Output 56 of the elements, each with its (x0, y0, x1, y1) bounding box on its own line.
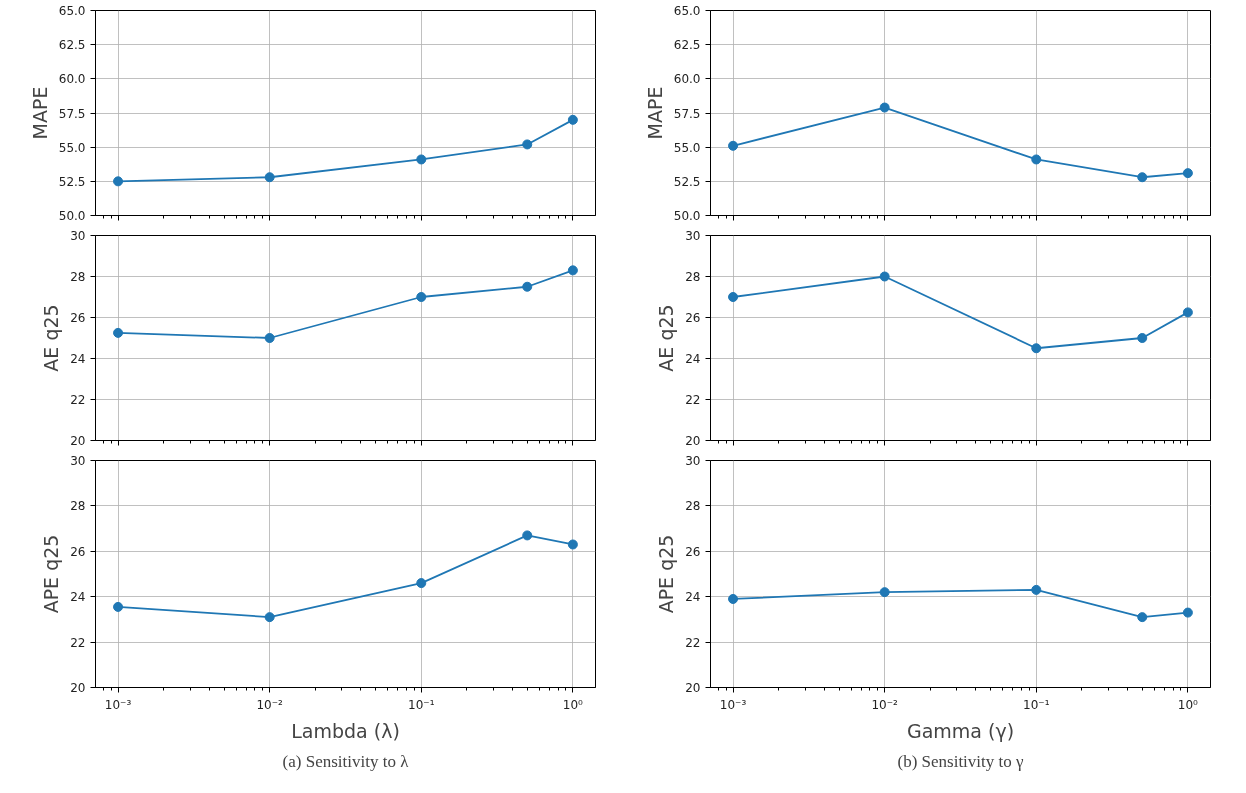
x-tick-label: 10⁰ (562, 697, 584, 712)
y-tick-label: 50.0 (673, 209, 701, 223)
y-tick-label: 26 (70, 311, 86, 325)
y-tick-label: 62.5 (673, 38, 701, 53)
y-tick-label: 26 (685, 311, 701, 325)
y-tick-label: 26 (685, 544, 701, 559)
y-tick-label: 20 (70, 681, 86, 695)
y-tick-label: 20 (685, 681, 701, 695)
x-axis-title: Lambda (λ) (291, 719, 400, 742)
y-tick-label: 24 (685, 590, 701, 605)
y-tick-label: 65.0 (58, 4, 86, 18)
y-axis-title: MAPE (643, 86, 666, 140)
y-tick-label: 55.0 (58, 140, 86, 155)
y-axis-title: MAPE (28, 86, 51, 140)
y-tick-label: 30 (70, 454, 86, 468)
y-tick-label: 24 (70, 352, 86, 366)
y-tick-label: 55.0 (673, 140, 701, 155)
x-axis-title: Gamma (γ) (906, 719, 1015, 742)
y-axis-title: APE q25 (655, 534, 678, 614)
y-tick-label: 60.0 (58, 72, 86, 87)
x-tick-label: 10⁻¹ (1023, 697, 1050, 712)
y-axis-title: AE q25 (655, 304, 678, 372)
y-tick-label: 22 (685, 635, 701, 650)
y-tick-label: 65.0 (673, 4, 701, 18)
y-tick-label: 52.5 (58, 174, 86, 189)
y-tick-label: 22 (70, 393, 86, 407)
y-tick-label: 57.5 (58, 106, 86, 121)
x-tick-label: 10⁻¹ (408, 697, 435, 712)
y-tick-label: 22 (685, 393, 701, 407)
y-tick-label: 28 (685, 270, 701, 284)
y-tick-label: 20 (70, 434, 86, 448)
y-tick-label: 57.5 (673, 106, 701, 121)
y-tick-label: 28 (70, 270, 86, 284)
y-tick-label: 30 (70, 229, 86, 243)
y-tick-label: 52.5 (673, 174, 701, 189)
text: (a) Sensitivity to λ (282, 751, 410, 771)
y-tick-label: 20 (685, 434, 701, 448)
x-tick-label: 10⁻² (871, 697, 899, 712)
y-tick-label: 50.0 (58, 209, 86, 223)
x-tick-label: 10⁻³ (719, 697, 747, 712)
y-axis-title: APE q25 (40, 534, 63, 614)
y-tick-label: 26 (70, 544, 86, 559)
y-tick-label: 60.0 (673, 72, 701, 87)
y-tick-label: 22 (70, 635, 86, 650)
y-tick-label: 62.5 (58, 38, 86, 53)
y-tick-label: 24 (70, 590, 86, 605)
text: (b) Sensitivity to γ (897, 751, 1025, 771)
y-tick-label: 24 (685, 352, 701, 366)
x-tick-label: 10⁻³ (104, 697, 132, 712)
y-axis-title: AE q25 (40, 304, 63, 372)
y-tick-label: 28 (685, 499, 701, 514)
x-tick-label: 10⁰ (1177, 697, 1199, 712)
x-tick-label: 10⁻² (256, 697, 284, 712)
y-tick-label: 30 (685, 454, 701, 468)
y-tick-label: 28 (70, 499, 86, 514)
y-tick-label: 30 (685, 229, 701, 243)
